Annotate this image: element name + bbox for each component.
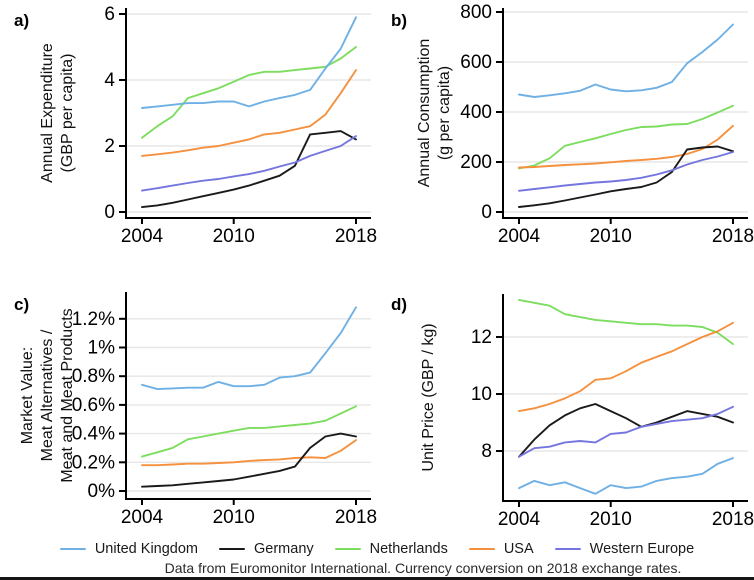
legend-swatch-germany	[219, 547, 245, 551]
panel-label-c: c)	[14, 295, 29, 314]
panel-d-y-axis-title-line: Unit Price (GBP / kg)	[420, 323, 437, 471]
series-line-united-kingdom	[518, 23, 734, 98]
legend-item-germany: Germany	[219, 542, 314, 557]
x-tick-label: 2010	[213, 226, 255, 247]
panel-label-a: a)	[14, 11, 29, 30]
series-line-united-kingdom	[141, 306, 357, 391]
series-line-germany	[141, 432, 357, 488]
legend-item-usa: USA	[468, 540, 534, 557]
chart-legend: United Kingdom Germany Netherlands USA Weste…	[0, 539, 754, 559]
y-tick-label: 8	[481, 441, 492, 462]
x-tick-label: 2004	[121, 226, 164, 247]
legend-swatch-netherlands	[334, 547, 361, 551]
series-line-germany	[518, 403, 734, 458]
legend-label: Germany	[254, 540, 314, 557]
figure-caption: Data from Euromonitor International. Cur…	[164, 560, 682, 576]
y-tick-label: 0.4%	[72, 424, 115, 445]
series-line-netherlands	[141, 405, 357, 458]
y-tick-label: 0	[104, 202, 115, 223]
panel-b: 0 200 400 600 800 2004 2010 2018 Annual Consumpt…	[391, 2, 754, 247]
x-tick-label: 2018	[335, 226, 377, 247]
legend-label: USA	[503, 540, 534, 557]
panel-c-y-axis-title-line: Market Value:	[19, 347, 36, 445]
x-tick-label: 2004	[121, 507, 164, 528]
series-line-netherlands	[518, 298, 734, 346]
x-tick-label: 2010	[590, 509, 632, 530]
y-tick-label: 12	[471, 327, 492, 348]
series-line-netherlands	[518, 104, 734, 170]
x-tick-label: 2004	[498, 226, 541, 247]
x-tick-label: 2018	[712, 509, 754, 530]
series-line-united-kingdom	[518, 457, 734, 495]
y-tick-label: 4	[104, 70, 115, 91]
y-tick-label: 6	[104, 4, 115, 25]
x-tick-label: 2004	[498, 509, 541, 530]
y-tick-label: 1%	[88, 338, 116, 359]
x-tick-label: 2010	[590, 226, 632, 247]
series-line-netherlands	[141, 46, 357, 139]
legend-label: United Kingdom	[94, 540, 198, 557]
series-line-western-europe	[518, 405, 734, 458]
y-tick-label: 10	[471, 384, 492, 405]
legend-item-united-kingdom: United Kingdom	[59, 540, 198, 557]
panel-c-y-axis-title-line: Meat and Meat Products	[59, 308, 76, 482]
series-line-usa	[141, 69, 357, 157]
y-tick-label: 2	[104, 136, 115, 157]
y-tick-label: 0.6%	[72, 395, 115, 416]
legend-item-netherlands: Netherlands	[334, 540, 448, 557]
series-line-western-europe	[518, 151, 734, 192]
y-tick-label: 400	[460, 102, 492, 123]
x-tick-label: 2010	[213, 507, 255, 528]
panel-d: 8 10 12 2004 2010 2018 Unit Price (GBP / kg) d)	[391, 294, 754, 530]
panel-label-b: b)	[391, 11, 407, 30]
series-line-western-europe	[141, 135, 357, 192]
series-line-usa	[518, 321, 734, 413]
y-tick-label: 200	[460, 152, 492, 173]
legend-swatch-western-europe	[554, 547, 581, 551]
y-tick-label: 0.2%	[72, 452, 115, 473]
y-tick-label: 800	[460, 2, 492, 23]
legend-item-western-europe: Western Europe	[554, 540, 695, 557]
legend-swatch-united-kingdom	[59, 547, 86, 551]
series-line-united-kingdom	[141, 16, 357, 109]
series-line-usa	[141, 439, 357, 467]
panel-a: 0 2 4 6 2004 2010 2018 Annual Expenditure (GBP p…	[14, 4, 377, 247]
y-tick-label: 0.8%	[72, 366, 115, 387]
x-tick-label: 2018	[335, 507, 377, 528]
bottom-divider	[0, 577, 754, 580]
y-tick-label: 0%	[88, 481, 116, 502]
x-tick-label: 2018	[712, 226, 754, 247]
panel-b-y-axis-title-line: Annual Consumption	[416, 39, 433, 188]
panel-b-y-axis-title-line: (g per capita)	[436, 66, 453, 160]
series-line-germany	[518, 145, 734, 208]
series-line-germany	[141, 130, 357, 209]
y-tick-label: 600	[460, 52, 492, 73]
panel-c-y-axis-title-line: Meat Alternatives /	[39, 329, 56, 461]
y-tick-label: 0	[481, 202, 492, 223]
series-line-usa	[518, 124, 734, 169]
panel-a-y-axis-title-line: (GBP per capita)	[59, 54, 76, 173]
panel-label-d: d)	[391, 295, 407, 314]
panel-c: 0% 0.2% 0.4% 0.6% 0.8% 1% 1.2% 2004 2010 2018 Mark…	[14, 292, 377, 528]
legend-label: Netherlands	[369, 540, 448, 557]
y-tick-label: 1.2%	[72, 309, 115, 330]
legend-swatch-usa	[468, 547, 495, 551]
legend-label: Western Europe	[589, 540, 695, 557]
panel-a-y-axis-title-line: Annual Expenditure	[39, 43, 56, 183]
